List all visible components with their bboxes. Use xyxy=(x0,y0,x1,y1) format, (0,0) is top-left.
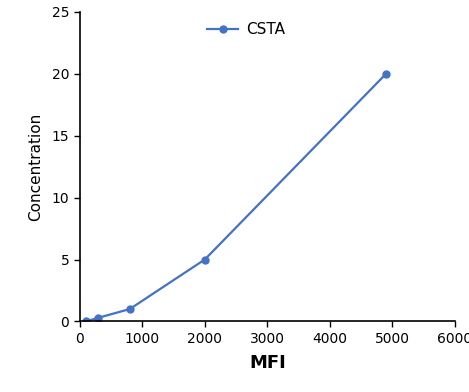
CSTA xyxy=(383,71,389,76)
CSTA xyxy=(127,307,133,311)
Y-axis label: Concentration: Concentration xyxy=(28,113,43,221)
Legend: CSTA: CSTA xyxy=(207,22,285,38)
CSTA xyxy=(96,316,101,320)
X-axis label: MFI: MFI xyxy=(249,354,286,372)
Line: CSTA: CSTA xyxy=(83,70,390,325)
CSTA xyxy=(202,257,208,262)
CSTA xyxy=(83,319,89,324)
